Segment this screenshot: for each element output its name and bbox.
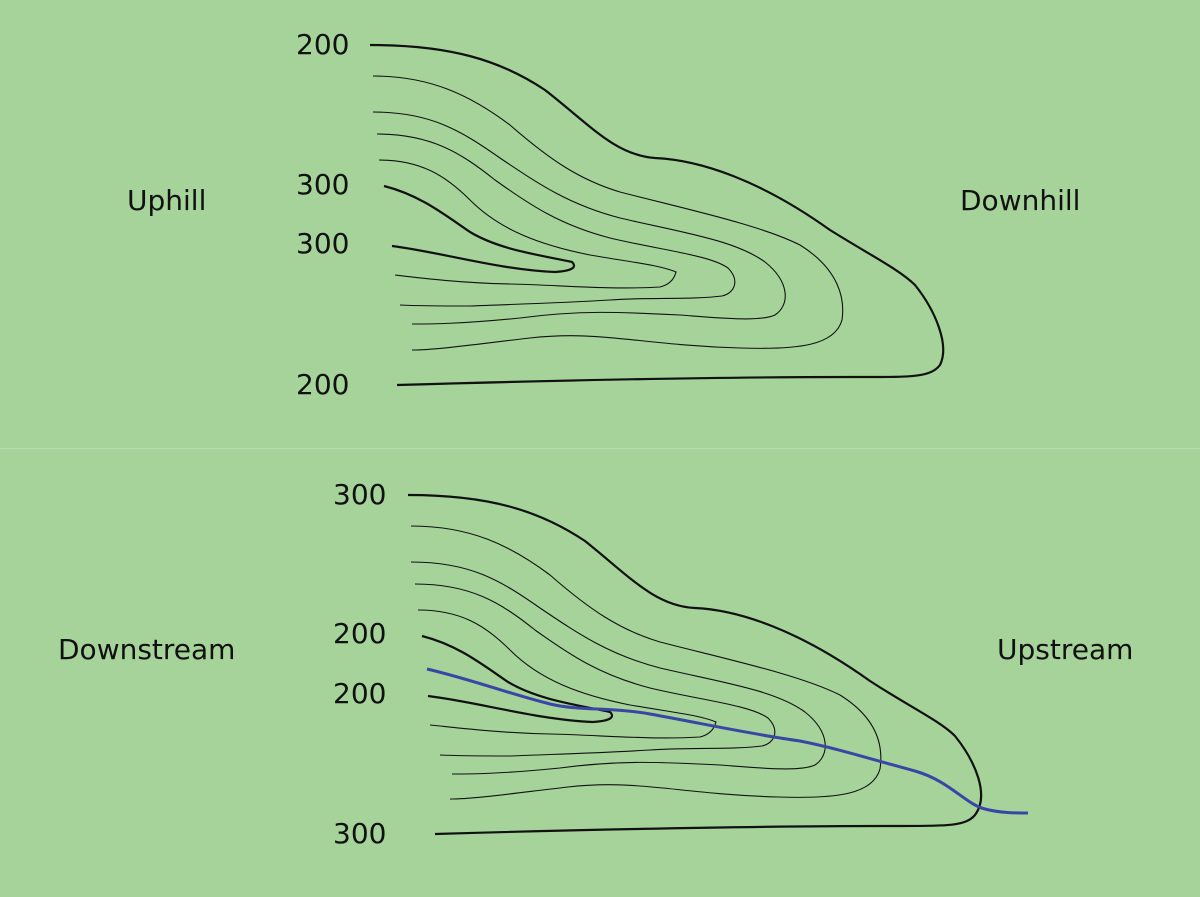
bottom-contour-line-1 [407, 493, 983, 836]
top-contour-label-1: 200 [296, 28, 349, 61]
top-contour-line-3 [372, 111, 786, 325]
bottom-contour-label-4: 300 [333, 817, 386, 850]
bottom-contour-map: Downstream Upstream 300 200 200 300 [58, 478, 1133, 850]
top-contour-map: Uphill Downhill 200 300 300 200 [127, 28, 1080, 401]
top-contour-line-5 [378, 159, 677, 289]
bottom-contour-line-6 [421, 634, 614, 724]
uphill-label: Uphill [127, 184, 206, 217]
panel-divider [0, 448, 1200, 449]
top-diagram-panel: Uphill Downhill 200 300 300 200 [0, 0, 1200, 448]
downstream-label: Downstream [58, 633, 235, 666]
top-contour-label-3: 300 [296, 227, 349, 260]
bottom-contour-label-1: 300 [333, 478, 386, 511]
top-contour-line-6 [383, 184, 576, 274]
bottom-contour-line-3 [410, 561, 826, 775]
top-contour-line-4 [376, 133, 736, 307]
bottom-contour-label-2: 200 [333, 617, 386, 650]
upstream-label: Upstream [997, 633, 1133, 666]
bottom-diagram-panel: Downstream Upstream 300 200 200 300 [0, 449, 1200, 897]
bottom-contour-line-2 [410, 525, 882, 800]
top-contour-line-1 [369, 43, 945, 387]
bottom-contour-line-4 [414, 583, 776, 757]
bottom-contour-label-3: 200 [333, 677, 386, 710]
bottom-contour-line-5 [417, 609, 717, 739]
top-contour-label-4: 200 [296, 368, 349, 401]
top-contour-label-2: 300 [296, 168, 349, 201]
downhill-label: Downhill [960, 184, 1080, 217]
top-contour-line-2 [372, 75, 844, 351]
stream-line [426, 667, 1029, 815]
